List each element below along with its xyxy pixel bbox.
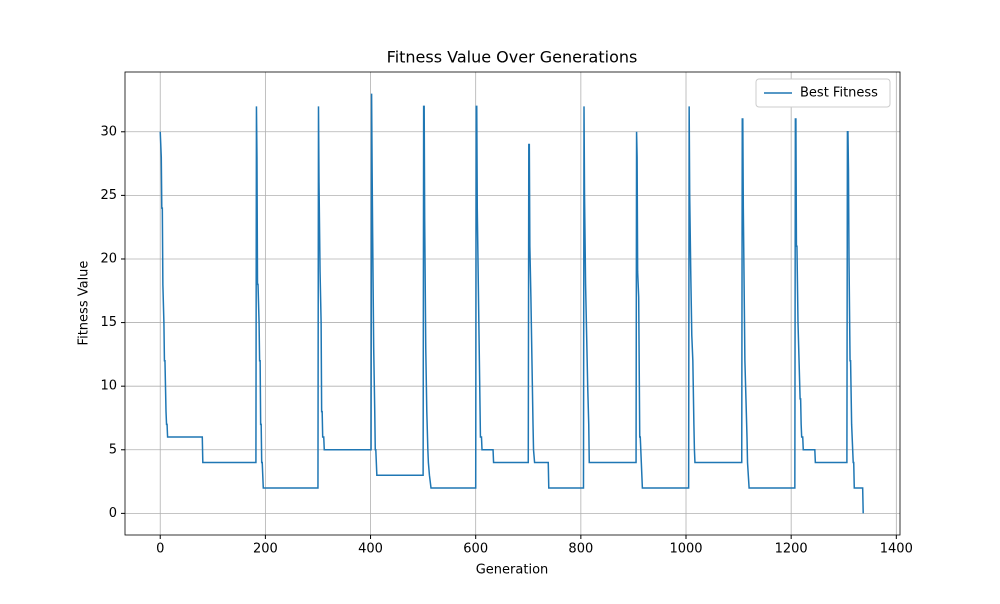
x-tick-label: 1200 — [775, 542, 808, 557]
x-tick-label: 1400 — [880, 542, 913, 557]
y-tick-label: 0 — [109, 506, 117, 521]
chart-title: Fitness Value Over Generations — [387, 48, 638, 67]
x-tick-label: 400 — [358, 542, 383, 557]
y-axis-label: Fitness Value — [77, 261, 92, 346]
y-tick-label: 10 — [100, 379, 117, 394]
y-tick-label: 20 — [100, 251, 117, 266]
x-tick-label: 1000 — [669, 542, 702, 557]
x-tick-label: 600 — [463, 542, 488, 557]
y-tick-label: 25 — [100, 188, 117, 203]
x-axis-label: Generation — [476, 563, 549, 578]
y-tick-label: 5 — [109, 442, 117, 457]
legend-box — [755, 78, 891, 108]
y-tick-label: 15 — [100, 315, 117, 330]
y-tick-label: 30 — [100, 124, 117, 139]
legend-label: Best Fitness — [800, 86, 878, 101]
plot-frame — [124, 71, 901, 536]
x-tick-label: 200 — [253, 542, 278, 557]
data-line — [159, 93, 864, 514]
x-tick-label: 800 — [568, 542, 593, 557]
x-tick-label: 0 — [156, 542, 164, 557]
